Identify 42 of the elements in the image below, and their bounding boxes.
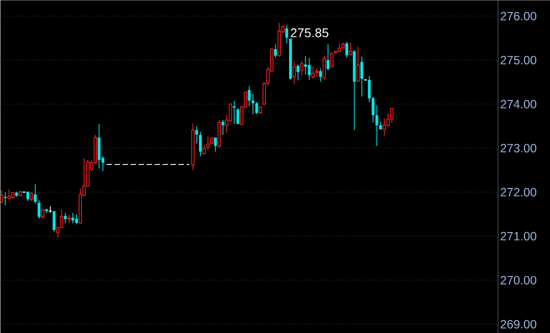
candlestick: [274, 44, 277, 58]
candlestick: [0, 189, 4, 204]
y-tick-label: 271.00: [500, 232, 536, 240]
y-tick-label: 275.00: [500, 56, 536, 64]
candlestick: [195, 126, 198, 144]
candlestick: [304, 56, 307, 75]
y-tick-label: 276.00: [500, 12, 536, 20]
candlestick: [348, 42, 352, 56]
annotation: 275.85: [290, 28, 328, 38]
candlestick: [71, 212, 74, 224]
candlestick: [311, 66, 315, 79]
candlestick: [319, 68, 322, 82]
candlestick: [52, 210, 56, 232]
candlestick: [278, 22, 281, 57]
y-tick-label: 273.00: [500, 144, 536, 152]
candlestick: [375, 104, 378, 146]
candlestick: [45, 208, 48, 214]
candlestick: [292, 60, 296, 85]
candlestick: [67, 214, 71, 224]
candlestick: [98, 123, 101, 169]
candlestick: [386, 112, 390, 128]
candlestick: [326, 44, 330, 71]
candlestick: [252, 93, 254, 115]
candlestick: [296, 64, 300, 81]
candlestick: [3, 192, 8, 206]
candlestick: [30, 192, 34, 202]
candlestick: [64, 212, 67, 224]
candlestick: [38, 200, 40, 219]
candlestick: [356, 46, 360, 82]
candlestick: [222, 119, 224, 136]
candlestick: [236, 108, 240, 125]
y-tick-label: 274.00: [500, 100, 536, 108]
candlestick: [214, 137, 217, 152]
y-tick-label: 272.00: [500, 188, 536, 196]
y-tick-label: 269.00: [500, 320, 536, 328]
candlestick: [341, 42, 345, 49]
candlestick: [199, 131, 202, 156]
candlestick: [206, 136, 210, 150]
candlestick: [75, 214, 78, 225]
y-tick-label: 270.00: [500, 276, 536, 284]
candlestick: [7, 188, 11, 200]
candlestick: [191, 122, 195, 170]
